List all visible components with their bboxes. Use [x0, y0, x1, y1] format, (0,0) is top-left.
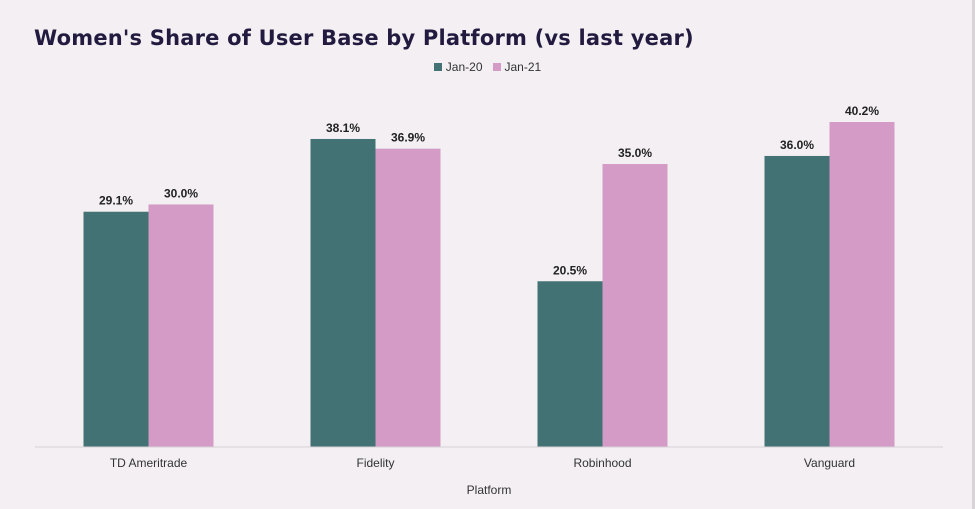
data-label: 20.5% — [553, 263, 587, 277]
bar-jan-20-robinhood — [537, 281, 603, 447]
legend-label-jan-20: Jan-20 — [445, 60, 483, 74]
data-label: 40.2% — [845, 104, 879, 118]
window-edge — [972, 0, 975, 509]
bar-jan-20-td-ameritrade — [83, 211, 149, 447]
bar-jan-21-td-ameritrade — [148, 204, 214, 447]
data-label: 36.9% — [391, 131, 425, 145]
data-label: 36.0% — [780, 138, 814, 152]
x-tick-label: Fidelity — [356, 456, 394, 470]
data-label: 29.1% — [99, 194, 133, 208]
bar-jan-21-robinhood — [602, 164, 668, 447]
legend-swatch-jan-20 — [433, 63, 442, 71]
data-label: 38.1% — [326, 121, 360, 135]
bar-jan-20-fidelity — [310, 138, 376, 448]
legend-item-jan-21: Jan-21 — [492, 60, 542, 74]
x-tick-label: Vanguard — [804, 456, 855, 470]
x-axis-title: Platform — [467, 483, 512, 497]
chart-title: Women's Share of User Base by Platform (… — [34, 26, 694, 50]
legend: Jan-20 Jan-21 — [0, 60, 975, 74]
data-label: 35.0% — [618, 146, 652, 160]
legend-swatch-jan-21 — [492, 63, 501, 71]
legend-item-jan-20: Jan-20 — [433, 60, 483, 74]
bar-jan-21-vanguard — [829, 122, 895, 447]
data-label: 30.0% — [164, 186, 198, 200]
bar-jan-20-vanguard — [764, 155, 830, 447]
x-tick-label: Robinhood — [573, 456, 631, 470]
legend-label-jan-21: Jan-21 — [504, 60, 542, 74]
x-tick-label: TD Ameritrade — [110, 456, 188, 470]
bar-jan-21-fidelity — [375, 148, 441, 447]
